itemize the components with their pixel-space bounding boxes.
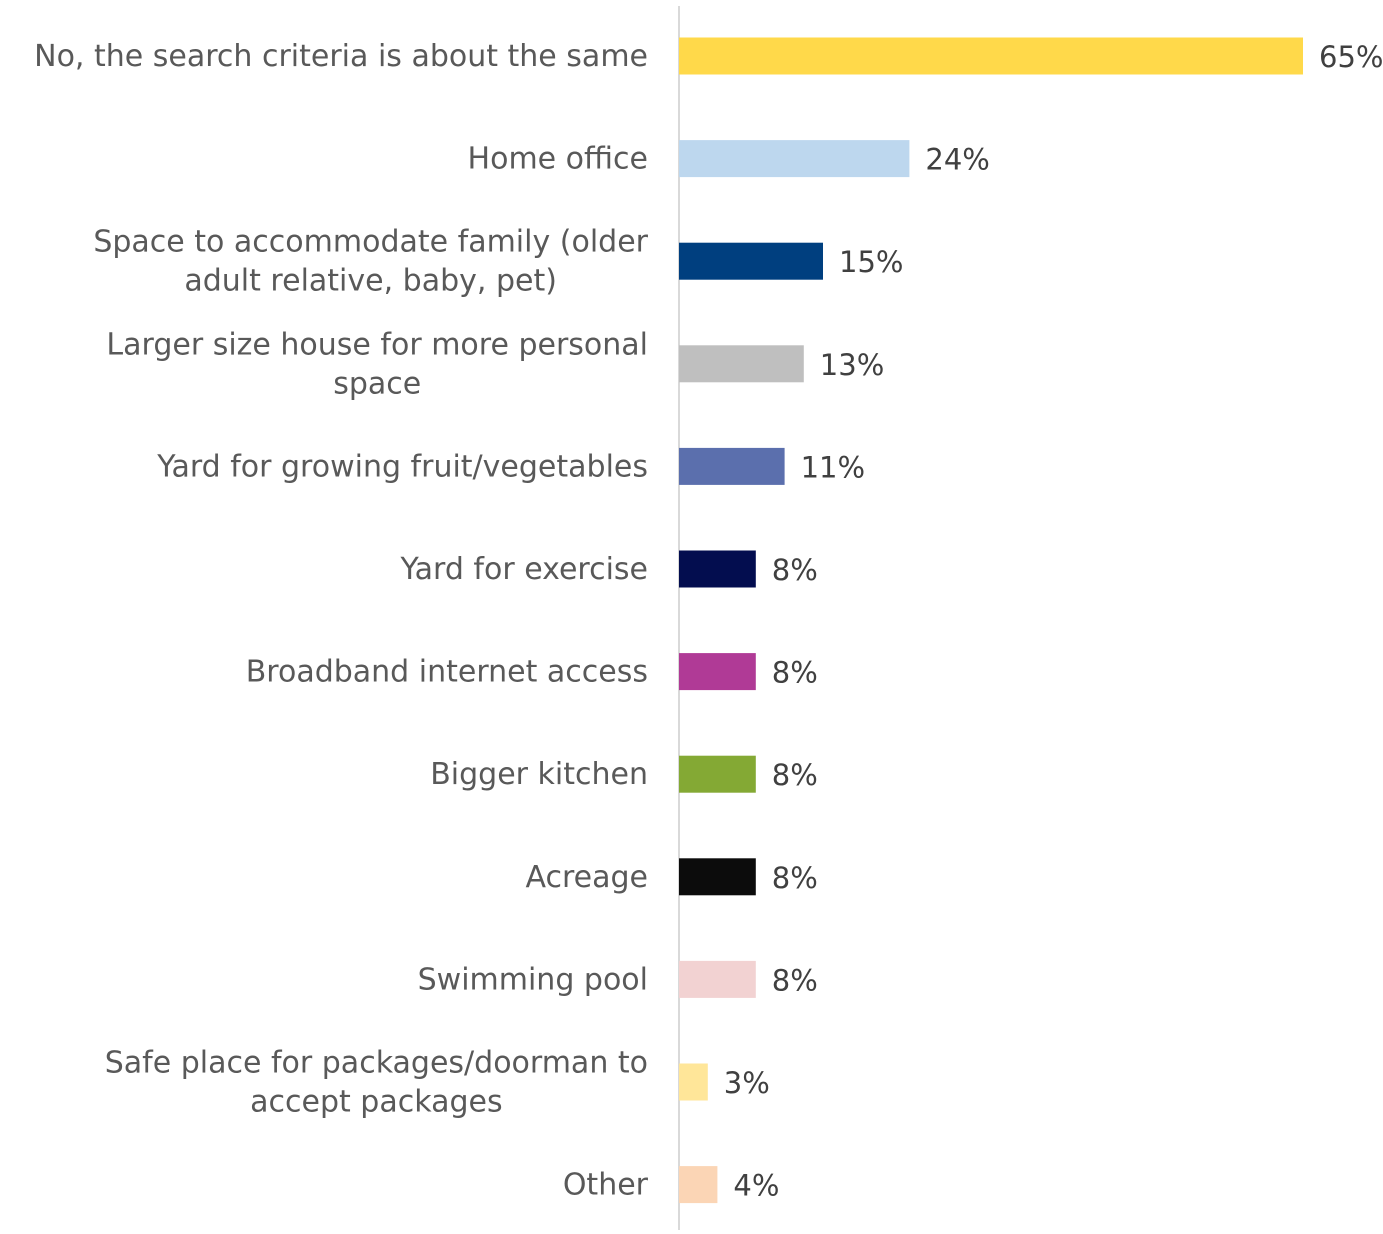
data-label: 24%: [925, 143, 989, 177]
data-label: 65%: [1319, 40, 1383, 74]
category-label: Safe place for packages/doorman to accept…: [105, 1046, 648, 1120]
data-label: 8%: [772, 758, 818, 792]
bar: [679, 345, 804, 383]
bar: [679, 1063, 708, 1101]
category-label: Acreage: [525, 860, 648, 895]
data-label: 4%: [733, 1169, 779, 1203]
category-label: Yard for growing fruit/vegetables: [156, 449, 648, 484]
category-label: No, the search criteria is about the sam…: [34, 39, 648, 74]
bar: [679, 858, 756, 896]
category-label: Yard for exercise: [399, 552, 648, 587]
bar: [679, 755, 756, 793]
bar: [679, 1166, 718, 1204]
data-label: 15%: [839, 245, 903, 279]
data-label: 8%: [772, 861, 818, 895]
bar: [679, 37, 1303, 75]
category-label: Swimming pool: [418, 962, 648, 997]
category-label: Other: [563, 1168, 649, 1203]
data-label: 3%: [724, 1066, 770, 1100]
category-label: Bigger kitchen: [430, 757, 648, 792]
data-label: 11%: [801, 450, 865, 484]
category-label: Home office: [468, 142, 648, 177]
bar: [679, 242, 823, 280]
category-label: Larger size house for more personal space: [106, 327, 648, 401]
bar: [679, 653, 756, 691]
bar: [679, 140, 910, 178]
category-label: Broadband internet access: [246, 655, 648, 690]
data-label: 8%: [772, 553, 818, 587]
bar: [679, 550, 756, 588]
bar: [679, 960, 756, 998]
category-label: Space to accommodate family (older adult …: [93, 225, 648, 299]
data-label: 13%: [820, 348, 884, 382]
bar: [679, 447, 785, 485]
data-label: 8%: [772, 656, 818, 690]
data-label: 8%: [772, 963, 818, 997]
